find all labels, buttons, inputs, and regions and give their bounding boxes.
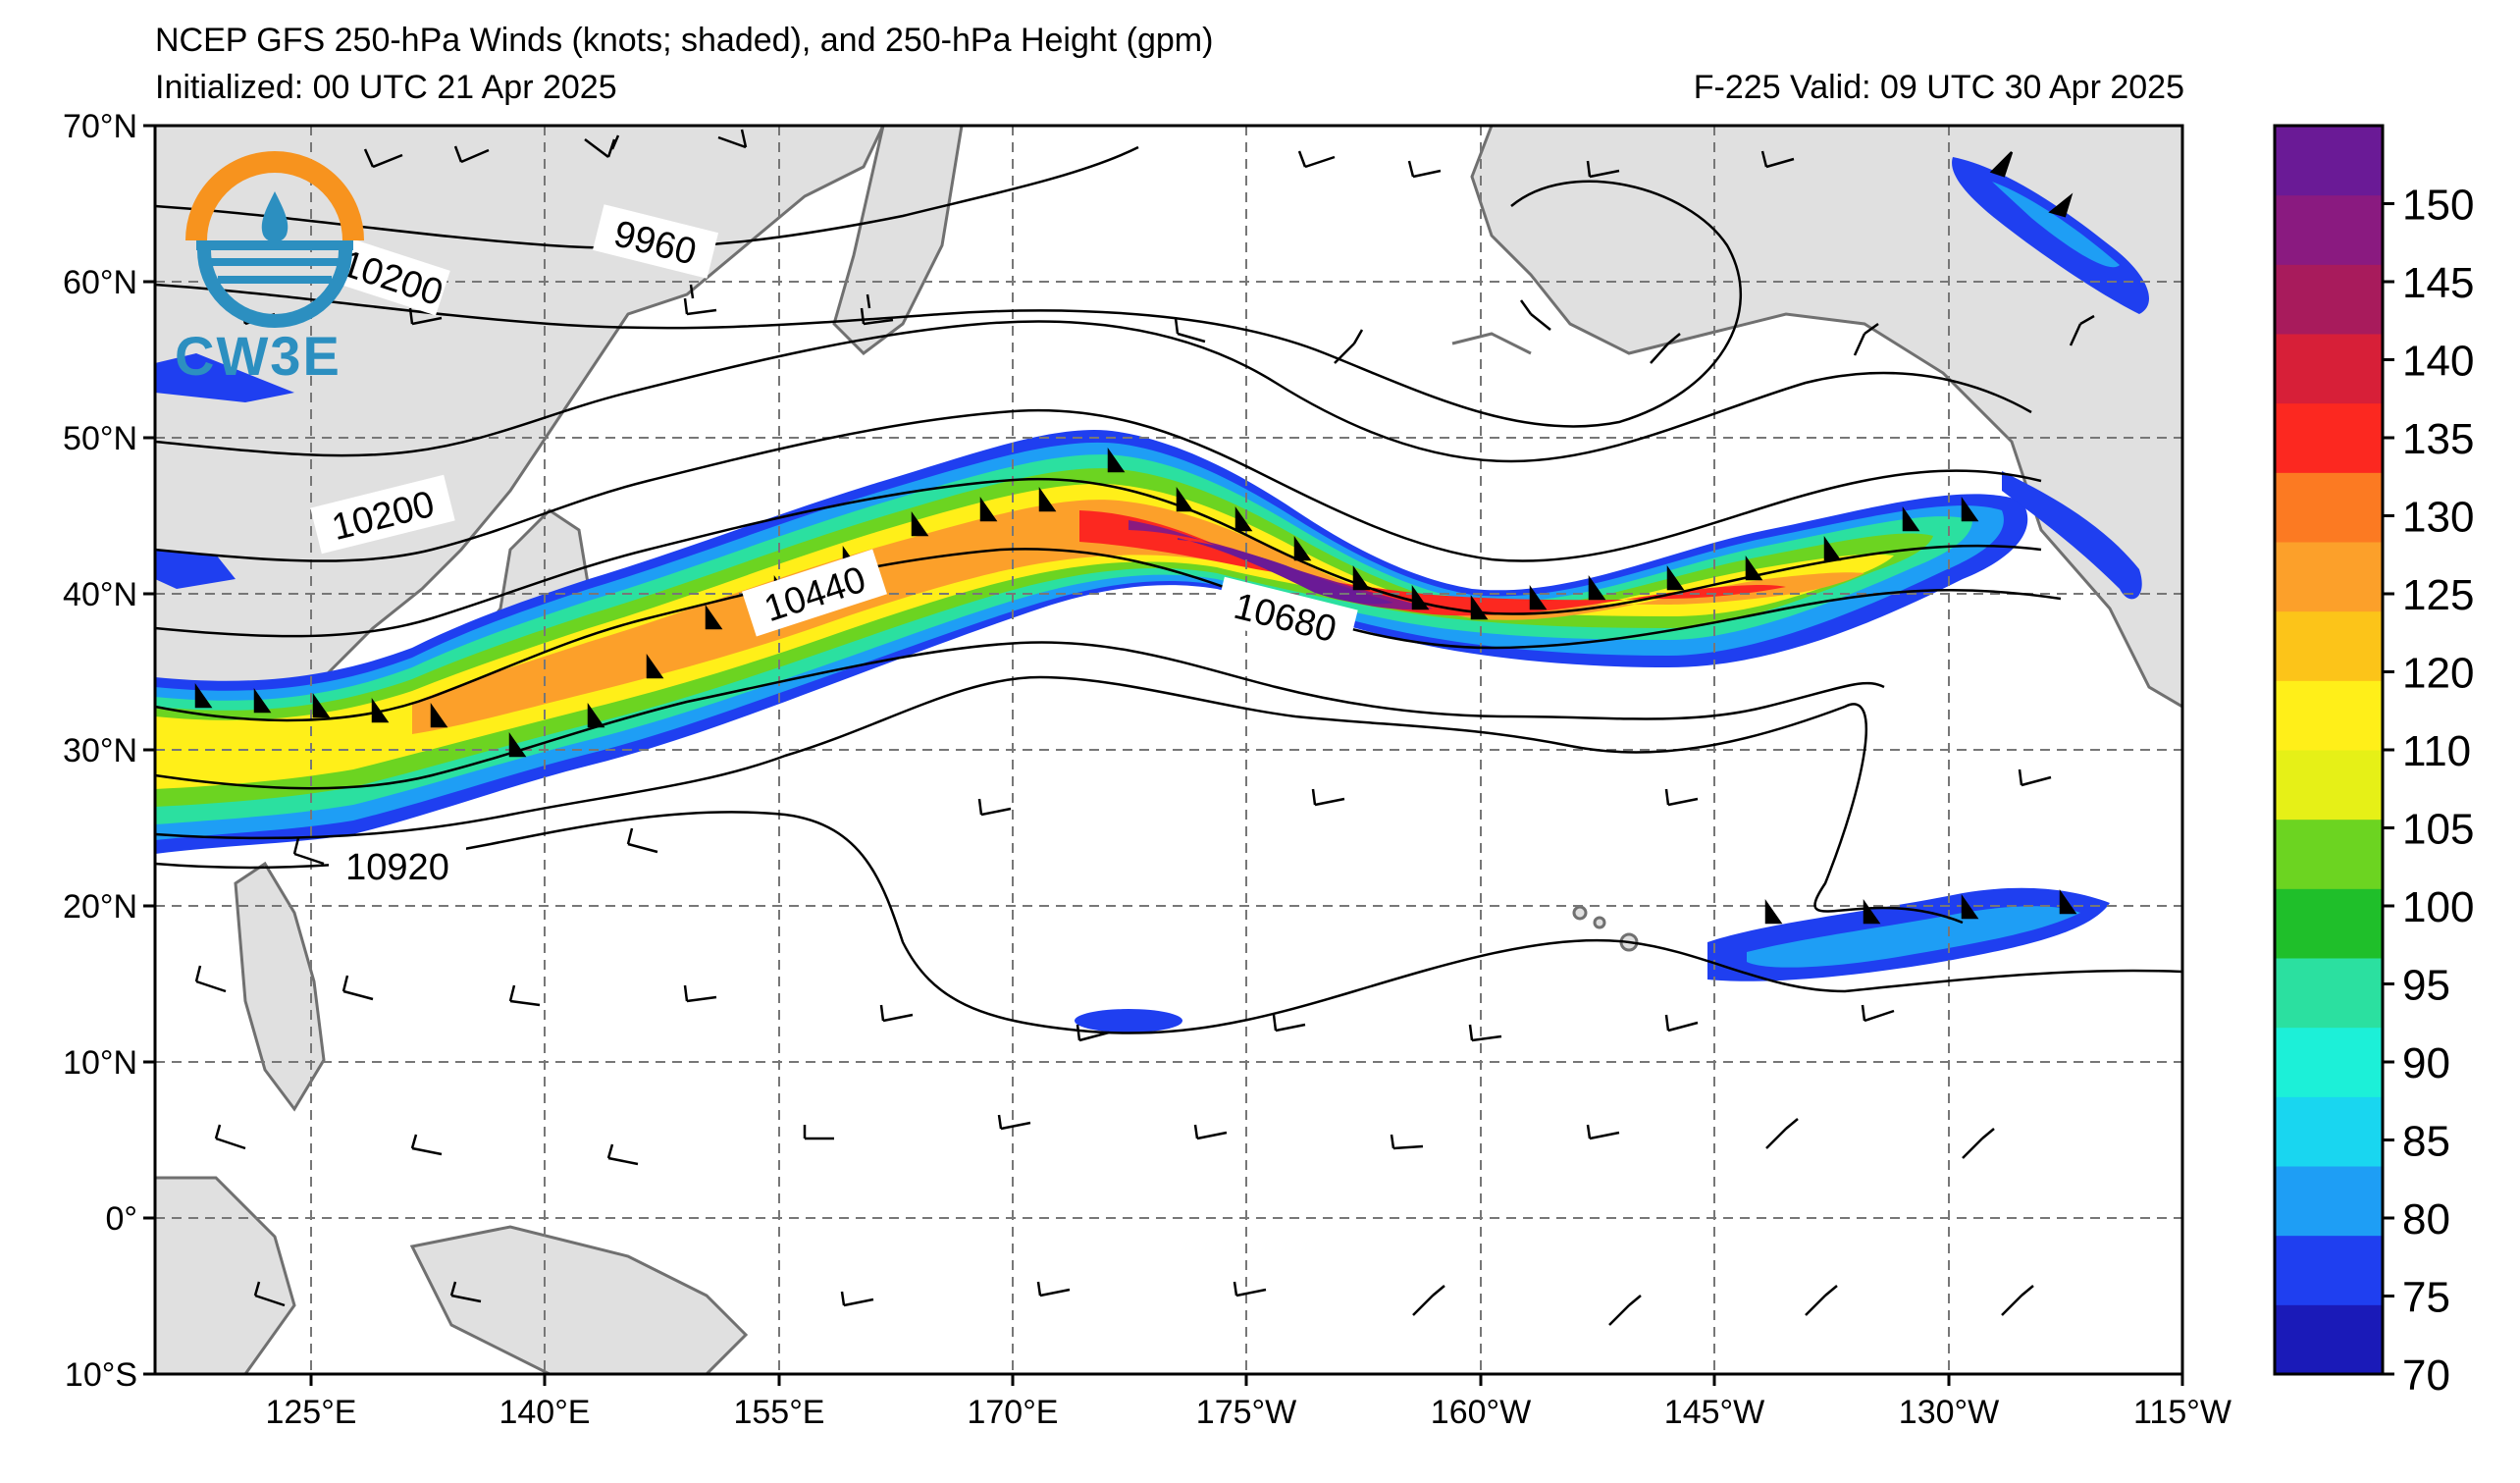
lon-label-175w: 175°W <box>1196 1394 1296 1431</box>
lat-label-30n: 30°N <box>63 732 137 769</box>
lon-label-145w: 145°W <box>1664 1394 1764 1431</box>
contour-10560 <box>155 548 2062 722</box>
colorbar-tick-label: 130 <box>2402 494 2474 542</box>
colorbar-swatch <box>2275 1304 2383 1375</box>
lat-label-10s: 10°S <box>65 1356 137 1394</box>
lon-label-115w: 115°W <box>2133 1394 2231 1431</box>
colorbar-swatch <box>2275 819 2383 889</box>
colorbar-tick-label: 80 <box>2402 1195 2450 1244</box>
colorbar-swatch <box>2275 402 2383 473</box>
contour-label-10920: 10920 <box>345 847 449 888</box>
colorbar-tick-label: 105 <box>2402 806 2474 854</box>
land-aleutians <box>1451 332 1532 355</box>
colorbar-swatch <box>2275 680 2383 751</box>
colorbar-tick-label: 85 <box>2402 1118 2450 1166</box>
lon-label-125e: 125°E <box>265 1394 356 1431</box>
colorbar-tick-label: 135 <box>2402 415 2474 463</box>
lat-label-50n: 50°N <box>63 420 137 457</box>
land-hawaii <box>1572 905 1588 921</box>
map-title: NCEP GFS 250-hPa Winds (knots; shaded), … <box>155 22 1214 59</box>
colorbar-swatch <box>2275 334 2383 404</box>
contour-10920 <box>155 811 2182 1034</box>
contour-10320 <box>155 408 2042 562</box>
contour-10200-a <box>155 320 2032 463</box>
lat-label-70n: 70°N <box>63 108 137 145</box>
colorbar-tick-label: 140 <box>2402 338 2474 386</box>
init-time: Initialized: 00 UTC 21 Apr 2025 <box>155 69 617 106</box>
colorbar-swatch <box>2275 1166 2383 1237</box>
jet-shading <box>155 157 2149 1033</box>
logo-text: CW3E <box>175 325 341 387</box>
gridlines <box>155 126 2182 1374</box>
contour-10080 <box>155 180 1743 428</box>
lon-label-160w: 160°W <box>1431 1394 1531 1431</box>
lon-label-170e: 170°E <box>967 1394 1058 1431</box>
colorbar-tick-label: 95 <box>2402 962 2450 1010</box>
lon-label-130w: 130°W <box>1899 1394 1999 1431</box>
colorbar-swatch <box>2275 750 2383 821</box>
lat-axis: 70°N 60°N 50°N 40°N 30°N 20°N 10°N 0° 10… <box>63 108 155 1394</box>
valid-time: F-225 Valid: 09 UTC 30 Apr 2025 <box>1693 69 2184 106</box>
colorbar: 70 75 80 85 90 95 100 105 110 120 125 130 135 140 145 1… <box>2273 124 2474 1400</box>
colorbar-tick-label: 125 <box>2402 571 2474 619</box>
lon-axis: 125°E 140°E 155°E 170°E 175°W 160°W 145°… <box>265 1374 2231 1431</box>
contour-10680 <box>155 641 1885 790</box>
lon-label-155e: 155°E <box>733 1394 824 1431</box>
colorbar-swatch <box>2275 472 2383 543</box>
colorbar-swatch <box>2275 264 2383 335</box>
colorbar-swatch <box>2275 610 2383 681</box>
land-kamchatka <box>832 126 964 355</box>
colorbar-swatch <box>2275 1096 2383 1167</box>
contour-10800 <box>155 675 1964 925</box>
lat-label-0: 0° <box>105 1200 137 1238</box>
contour-10440 <box>155 477 2042 638</box>
colorbar-tick-label: 70 <box>2402 1351 2450 1400</box>
colorbar-swatch <box>2275 194 2383 265</box>
colorbar-swatch <box>2275 1235 2383 1305</box>
colorbar-swatch <box>2275 1027 2383 1097</box>
colorbar-swatch <box>2275 888 2383 959</box>
colorbar-swatch <box>2275 958 2383 1029</box>
height-contours <box>155 145 2182 1034</box>
colorbar-tick-label: 90 <box>2402 1039 2450 1087</box>
colorbar-tick-label: 150 <box>2402 182 2474 230</box>
lat-label-60n: 60°N <box>63 264 137 301</box>
lat-label-20n: 20°N <box>63 888 137 926</box>
land-philippines <box>234 861 326 1112</box>
land-indonesia <box>155 1176 296 1374</box>
wind-barb-row-1 <box>363 129 2074 218</box>
cw3e-logo-icon <box>185 151 364 328</box>
lat-label-10n: 10°N <box>63 1044 137 1082</box>
land-alaska <box>1470 126 2182 709</box>
lat-label-40n: 40°N <box>63 576 137 613</box>
lon-label-140e: 140°E <box>499 1394 590 1431</box>
land-new-guinea <box>409 1225 749 1374</box>
colorbar-swatch <box>2275 542 2383 612</box>
wind-barb-tropics <box>194 768 2052 1326</box>
colorbar-tick-label: 100 <box>2402 883 2474 931</box>
colorbar-tick-label: 145 <box>2402 259 2474 307</box>
colorbar-tick-label: 120 <box>2402 650 2474 698</box>
colorbar-swatch <box>2275 126 2383 196</box>
colorbar-tick-label: 110 <box>2402 727 2471 775</box>
colorbar-tick-label: 75 <box>2402 1274 2450 1322</box>
